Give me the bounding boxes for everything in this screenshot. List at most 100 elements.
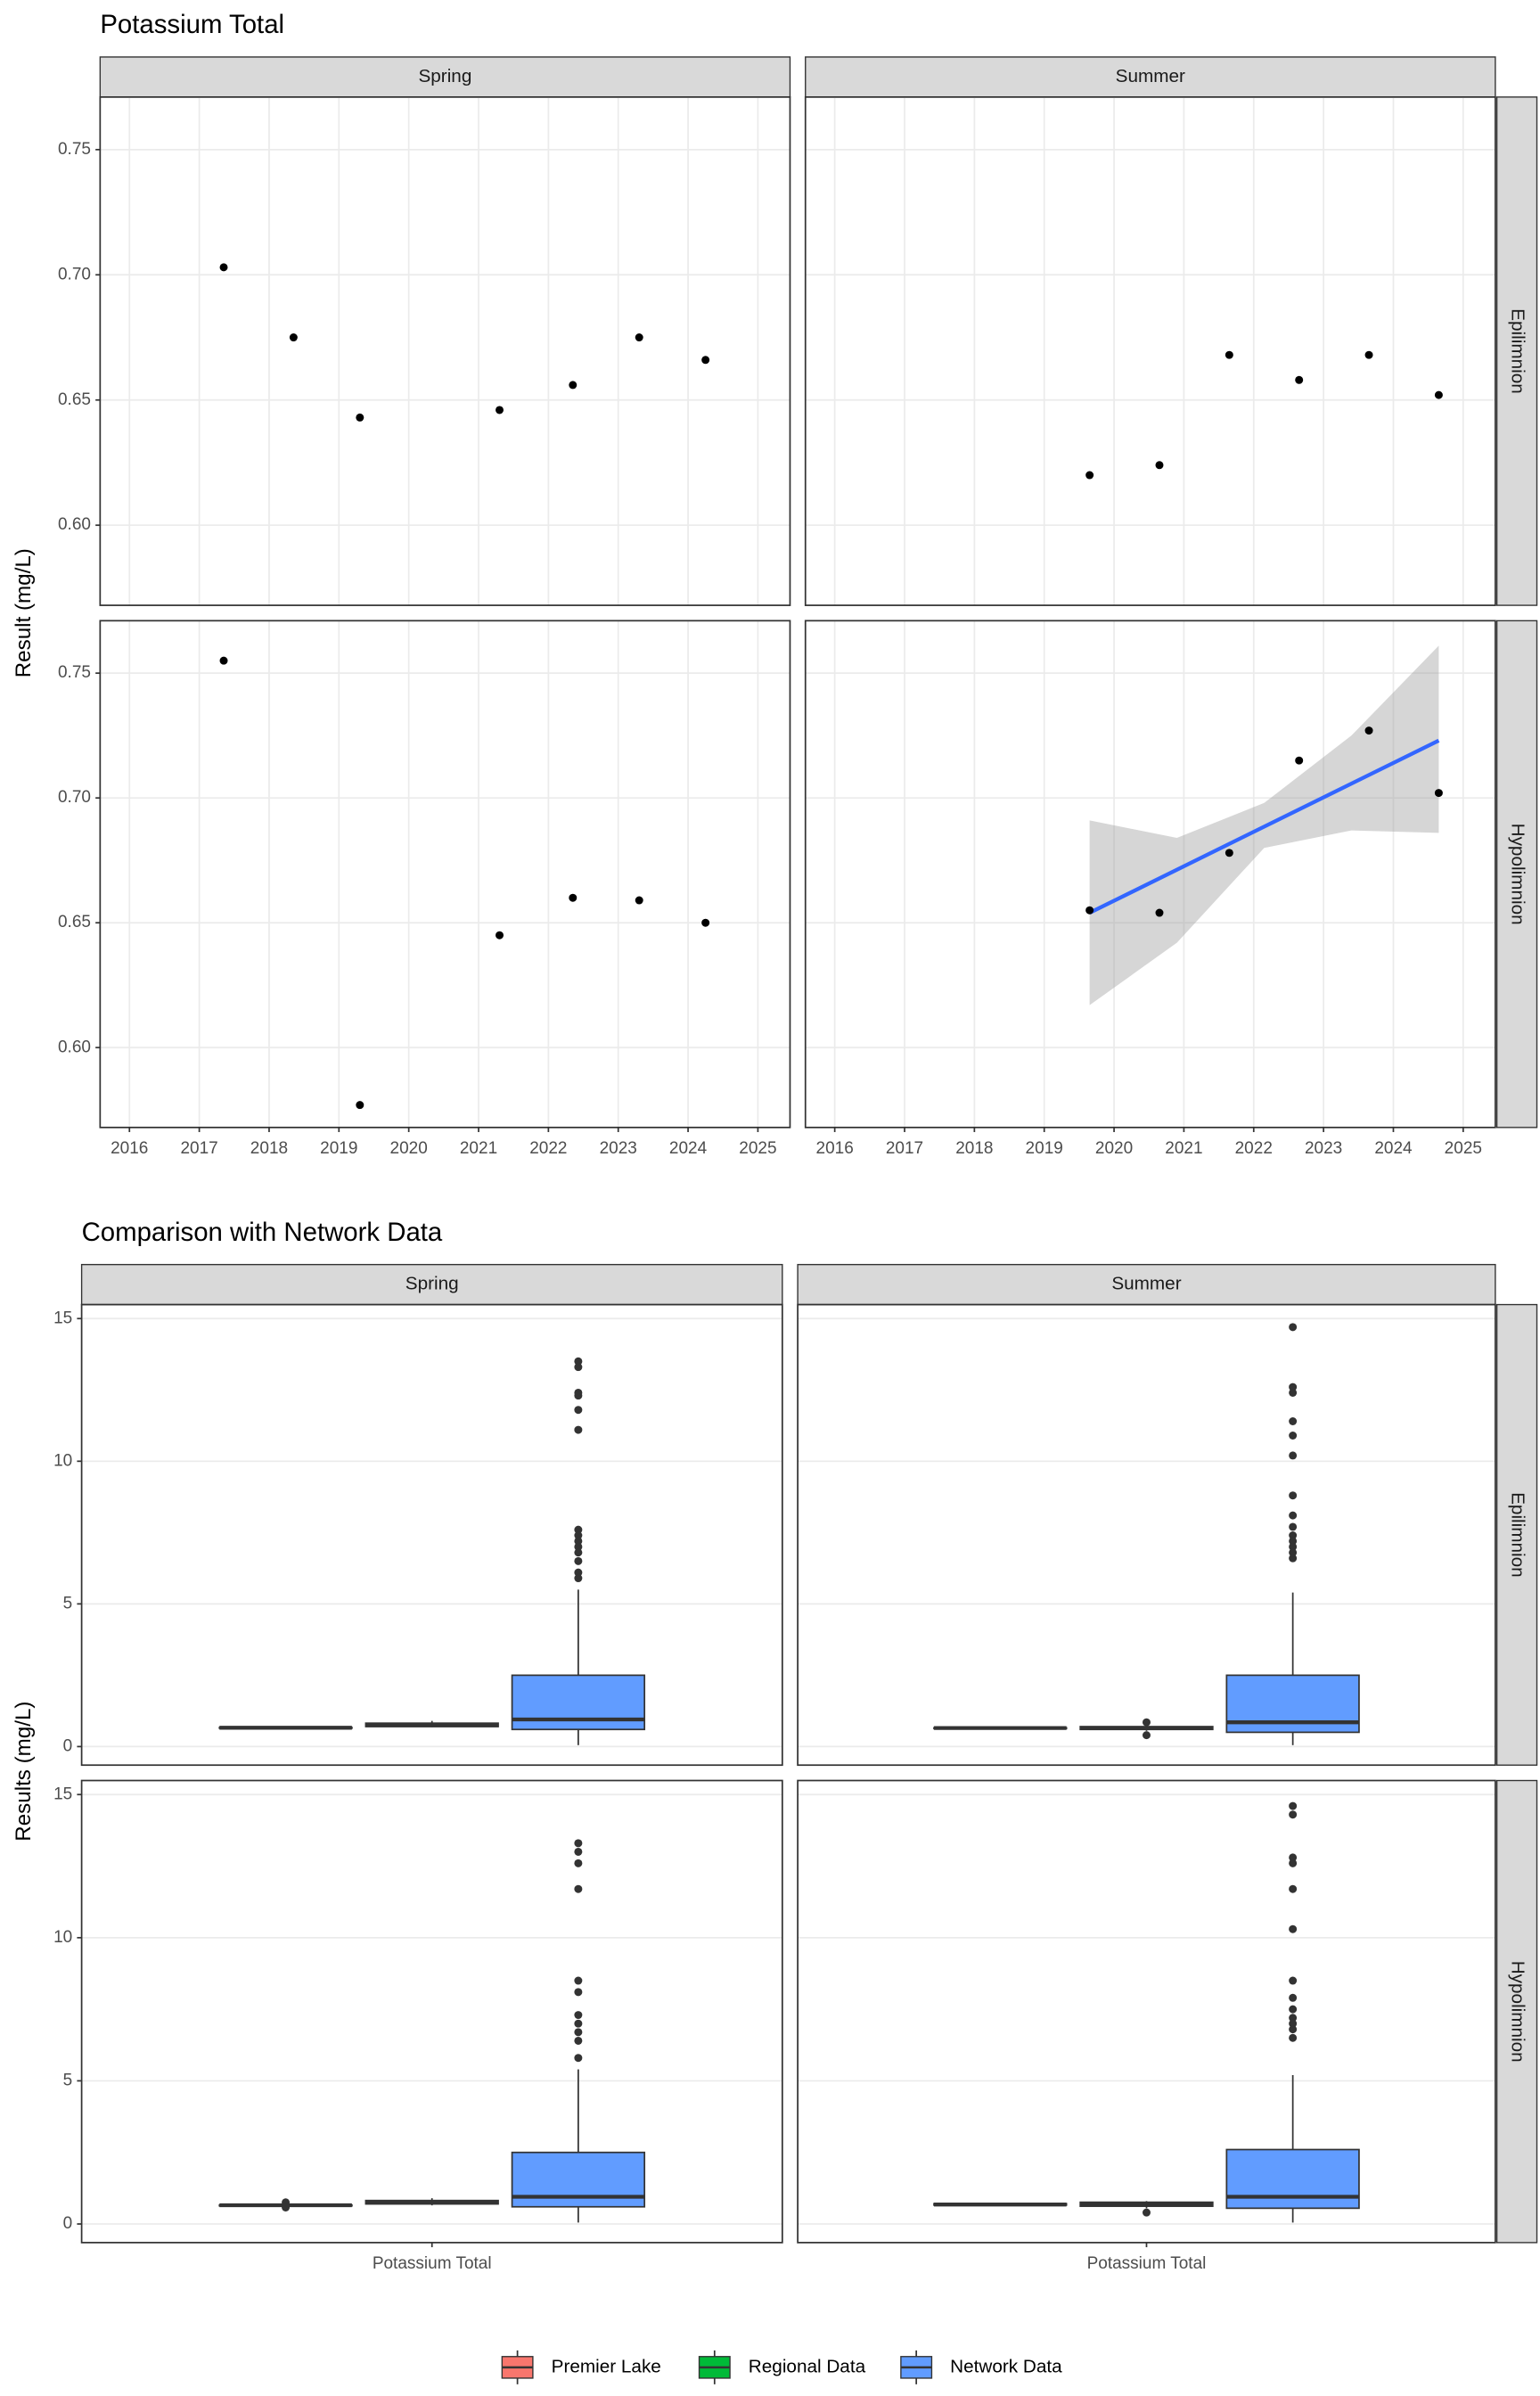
data-point [569,381,578,390]
data-point [1085,471,1094,480]
x-tick-label: Potassium Total [373,2254,492,2273]
strip [1495,1303,1538,1766]
outlier [1289,1388,1298,1397]
outlier [574,1839,583,1848]
outlier [1289,1522,1298,1531]
outlier [574,1406,583,1415]
outlier [1289,1801,1298,1810]
strip-label: Spring [405,1274,459,1294]
outlier [1289,1976,1298,1985]
y-tick-label: 0.65 [58,913,91,931]
data-point [1364,726,1373,735]
x-tick-label: 2022 [1235,1139,1273,1158]
data-point [1155,908,1164,917]
outlier [574,1976,583,1985]
outlier [574,2011,583,2020]
strip [80,1263,783,1306]
strip-label: Summer [1111,1274,1181,1294]
y-tick-label: 15 [53,1785,72,1803]
x-tick-label: 2023 [1305,1139,1342,1158]
x-tick-label: 2024 [669,1139,708,1158]
panel-border [80,1779,783,2244]
outlier [574,1363,583,1372]
panel-border [80,1303,783,1767]
x-tick-label: 2023 [600,1139,637,1158]
data-point [356,1101,365,1110]
outlier [1142,2208,1151,2217]
legend-label: Regional Data [749,2356,866,2376]
outlier [1289,1810,1298,1819]
outlier [1289,1491,1298,1500]
data-point [289,333,298,342]
strip [797,1263,1496,1306]
strip [1495,620,1538,1128]
data-point [1085,906,1094,915]
x-tick-label: 2019 [320,1139,357,1158]
legend-label: Network Data [950,2356,1062,2376]
outlier [574,1574,583,1583]
outlier [1289,1531,1298,1540]
outlier [574,2054,583,2063]
outlier [1289,1548,1298,1557]
strip-label: Epilimnion [1508,308,1528,394]
outlier [1289,1884,1298,1893]
x-tick-label: 2021 [460,1139,497,1158]
x-tick-label: 2021 [1165,1139,1202,1158]
y-tick-label: 5 [63,1594,73,1612]
chart-title: Comparison with Network Data [82,1218,443,1247]
y-tick-label: 15 [53,1309,72,1327]
x-tick-label: 2025 [739,1139,776,1158]
outlier [574,1525,583,1534]
outlier [1289,1323,1298,1332]
data-point [635,896,643,905]
outlier [574,2019,583,2028]
outlier [574,2028,583,2037]
y-axis-title: Results (mg/L) [12,1702,36,1842]
y-tick-label: 0 [63,1736,73,1755]
panel-border [804,95,1496,606]
data-point [1434,390,1443,399]
y-tick-label: 10 [53,1451,72,1470]
y-tick-label: 0.75 [58,663,91,682]
outlier [1289,2025,1298,2034]
panel-border [804,620,1496,1128]
outlier [574,1531,583,1540]
strip [1495,96,1538,606]
y-tick-label: 0.60 [58,1038,91,1056]
y-tick-label: 0.70 [58,265,91,283]
data-point [569,893,578,902]
strip [805,56,1496,98]
outlier [1289,1859,1298,1867]
outlier [1289,2005,1298,2014]
x-tick-label: 2017 [886,1139,923,1158]
data-point [1295,375,1304,384]
data-point [1295,756,1304,765]
outlier [574,1542,583,1551]
data-point [356,413,365,422]
outlier [574,1859,583,1867]
data-point [635,333,643,342]
data-point [496,406,504,414]
panel-border [797,1779,1496,2244]
outlier [1289,1383,1298,1391]
outlier [1289,1451,1298,1460]
y-tick-label: 0.70 [58,788,91,807]
x-tick-label: 2019 [1026,1139,1063,1158]
outlier [1142,1718,1151,1727]
panel-border [99,620,791,1128]
x-tick-label: 2022 [529,1139,567,1158]
outlier [574,1391,583,1400]
panel-border [99,95,791,606]
outlier [1289,1432,1298,1440]
outlier [1289,1554,1298,1563]
outlier [1289,2019,1298,2028]
data-point [701,356,710,365]
strip-label: Epilimnion [1508,1492,1528,1578]
y-tick-label: 5 [63,2071,73,2089]
legend-label: Premier Lake [552,2356,661,2376]
strip-label: Hypolimnion [1508,1961,1528,2063]
y-tick-label: 10 [53,1928,72,1947]
data-point [219,656,228,665]
